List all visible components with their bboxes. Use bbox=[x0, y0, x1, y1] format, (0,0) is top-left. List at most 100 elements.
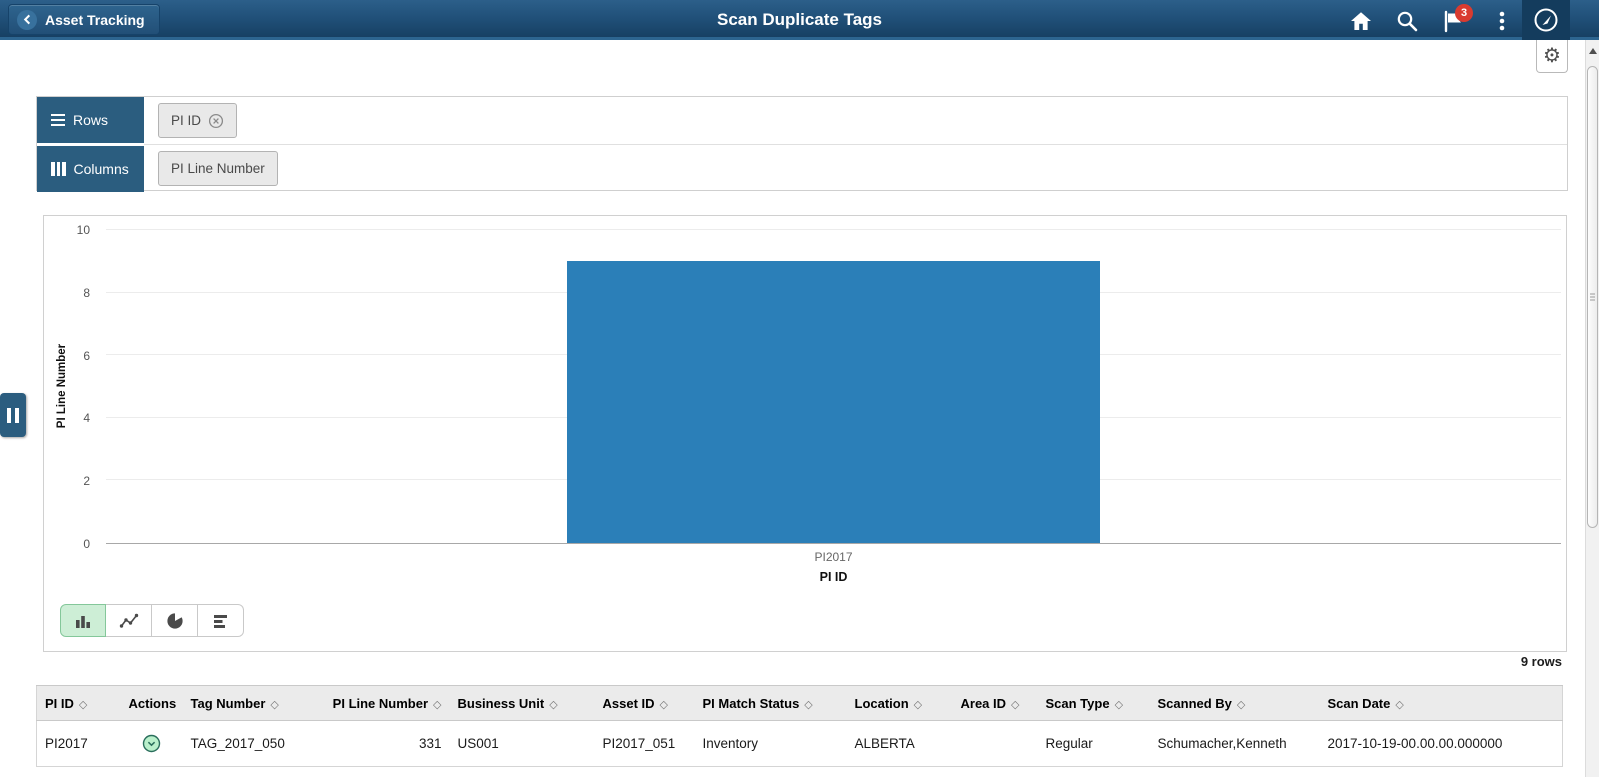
more-menu-button[interactable] bbox=[1489, 8, 1515, 34]
rows-chip-zone: PI ID bbox=[144, 97, 1567, 144]
rows-icon bbox=[51, 113, 65, 127]
column-header-pi-id[interactable]: PI ID ◇ bbox=[36, 685, 121, 721]
x-tick-label: PI2017 bbox=[814, 550, 853, 564]
column-header-actions: Actions bbox=[120, 685, 183, 721]
bar-PI2017[interactable] bbox=[567, 261, 1100, 543]
cell-pi-id: PI2017 bbox=[36, 720, 121, 767]
sort-icon[interactable]: ◇ bbox=[78, 698, 88, 711]
scrollbar-grip-icon bbox=[1590, 292, 1595, 303]
app-header: Asset Tracking Scan Duplicate Tags 3 bbox=[0, 0, 1599, 40]
column-header-location[interactable]: Location ◇ bbox=[846, 685, 953, 721]
sort-icon[interactable]: ◇ bbox=[1236, 698, 1246, 711]
side-panel-handle[interactable] bbox=[0, 393, 26, 437]
sort-icon[interactable]: ◇ bbox=[549, 698, 558, 711]
remove-chip-icon[interactable] bbox=[208, 113, 224, 129]
column-chip-label: PI Line Number bbox=[171, 161, 265, 176]
row-count-label: 9 rows bbox=[1520, 654, 1562, 669]
notification-badge: 3 bbox=[1455, 4, 1473, 22]
columns-icon bbox=[51, 162, 66, 176]
row-chip-pi-id[interactable]: PI ID bbox=[158, 103, 238, 138]
row-actions-chevron-icon[interactable] bbox=[142, 734, 161, 753]
cell-scanned-by: Schumacher,Kenneth bbox=[1149, 720, 1320, 767]
cell-business-unit: US001 bbox=[449, 720, 595, 767]
column-header-tag-number[interactable]: Tag Number ◇ bbox=[182, 685, 325, 721]
gear-icon: ⚙ bbox=[1543, 45, 1561, 67]
table-header-row: PI ID ◇ Actions Tag Number ◇ PI Line Number ◇ B… bbox=[36, 685, 1563, 721]
sort-icon[interactable]: ◇ bbox=[1011, 698, 1020, 711]
column-header-scan-date[interactable]: Scan Date ◇ bbox=[1319, 685, 1563, 721]
more-menu-icon bbox=[1499, 11, 1505, 31]
scrollbar-thumb[interactable] bbox=[1587, 66, 1598, 528]
gridline bbox=[106, 229, 1561, 230]
navbar-compass-icon bbox=[1534, 8, 1558, 32]
arrow-up-icon bbox=[1589, 48, 1597, 54]
column-header-asset-id[interactable]: Asset ID ◇ bbox=[594, 685, 695, 721]
plot-area bbox=[106, 229, 1561, 544]
column-header-business-unit[interactable]: Business Unit ◇ bbox=[449, 685, 595, 721]
column-header-scan-type[interactable]: Scan Type ◇ bbox=[1037, 685, 1150, 721]
rows-tab-label: Rows bbox=[73, 112, 109, 128]
search-button[interactable] bbox=[1394, 8, 1420, 34]
cell-actions bbox=[120, 720, 183, 767]
line-chart-icon bbox=[119, 613, 138, 628]
tab-columns[interactable]: Columns bbox=[37, 146, 144, 192]
sort-icon[interactable]: ◇ bbox=[659, 698, 668, 711]
search-icon bbox=[1397, 11, 1418, 32]
chart-type-switcher bbox=[60, 604, 244, 637]
column-header-area-id[interactable]: Area ID ◇ bbox=[952, 685, 1038, 721]
y-tick-label: 2 bbox=[83, 474, 90, 489]
pause-icon bbox=[7, 407, 11, 423]
sort-icon[interactable]: ◇ bbox=[804, 698, 813, 711]
vertical-scrollbar[interactable] bbox=[1585, 40, 1599, 777]
results-table: PI ID ◇ Actions Tag Number ◇ PI Line Number ◇ B… bbox=[36, 685, 1563, 767]
y-tick-label: 0 bbox=[83, 537, 90, 551]
y-tick-label: 10 bbox=[76, 223, 90, 237]
y-tick-label: 8 bbox=[83, 285, 90, 300]
column-header-pi-match-status[interactable]: PI Match Status ◇ bbox=[694, 685, 847, 721]
sort-icon[interactable]: ◇ bbox=[1395, 698, 1404, 711]
home-icon bbox=[1351, 12, 1371, 30]
cell-pi-line-number: 331 bbox=[324, 720, 450, 767]
navbar-button[interactable] bbox=[1522, 0, 1570, 40]
chart-type-line-button[interactable] bbox=[106, 604, 152, 637]
columns-tab-label: Columns bbox=[73, 161, 129, 177]
cell-pi-match-status: Inventory bbox=[694, 720, 847, 767]
chevron-left-icon bbox=[17, 9, 37, 30]
sort-icon[interactable]: ◇ bbox=[1114, 698, 1124, 711]
column-chip-pi-line-number[interactable]: PI Line Number bbox=[158, 151, 278, 186]
hbar-chart-icon bbox=[213, 614, 227, 628]
column-header-scanned-by[interactable]: Scanned By ◇ bbox=[1149, 685, 1320, 721]
pivot-config-panel: Rows Columns PI ID PI Line Number bbox=[36, 96, 1568, 192]
columns-chip-zone: PI Line Number bbox=[144, 145, 1567, 192]
row-chip-label: PI ID bbox=[171, 113, 202, 128]
cell-area-id bbox=[952, 720, 1038, 767]
y-tick-label: 4 bbox=[83, 411, 90, 426]
chart-type-pie-button[interactable] bbox=[152, 604, 198, 637]
y-tick-label: 6 bbox=[83, 348, 90, 363]
tab-rows[interactable]: Rows bbox=[37, 97, 144, 143]
sort-icon[interactable]: ◇ bbox=[270, 698, 279, 711]
back-button-label: Asset Tracking bbox=[45, 11, 145, 28]
cell-location: ALBERTA bbox=[846, 720, 953, 767]
home-button[interactable] bbox=[1348, 8, 1374, 34]
divider bbox=[144, 144, 1567, 145]
cell-scan-date: 2017-10-19-00.00.00.000000 bbox=[1319, 720, 1563, 767]
chart-type-bar-button[interactable] bbox=[60, 604, 106, 637]
scroll-up-button[interactable] bbox=[1586, 43, 1599, 59]
y-axis-ticks: 0 2 4 6 8 10 bbox=[44, 223, 98, 551]
grid-settings-button[interactable]: ⚙ bbox=[1536, 40, 1568, 73]
back-button[interactable]: Asset Tracking bbox=[8, 4, 160, 35]
cell-tag-number: TAG_2017_050 bbox=[182, 720, 325, 767]
cell-scan-type: Regular bbox=[1037, 720, 1150, 767]
pie-chart-icon bbox=[166, 611, 184, 629]
sort-icon[interactable]: ◇ bbox=[913, 698, 923, 711]
sort-icon[interactable]: ◇ bbox=[433, 698, 442, 711]
bar-chart-icon bbox=[76, 615, 90, 628]
column-header-pi-line-number[interactable]: PI Line Number ◇ bbox=[324, 685, 450, 721]
cell-asset-id: PI2017_051 bbox=[594, 720, 695, 767]
pivot-chart-panel: PI Line Number 0 2 4 6 8 10 PI2017 PI ID bbox=[43, 215, 1567, 652]
chart-type-hbar-button[interactable] bbox=[198, 604, 244, 637]
x-axis-title: PI ID bbox=[819, 570, 848, 584]
table-row: PI2017 TAG_2017_050 331 US001 PI2017_051 Inve… bbox=[36, 720, 1563, 767]
